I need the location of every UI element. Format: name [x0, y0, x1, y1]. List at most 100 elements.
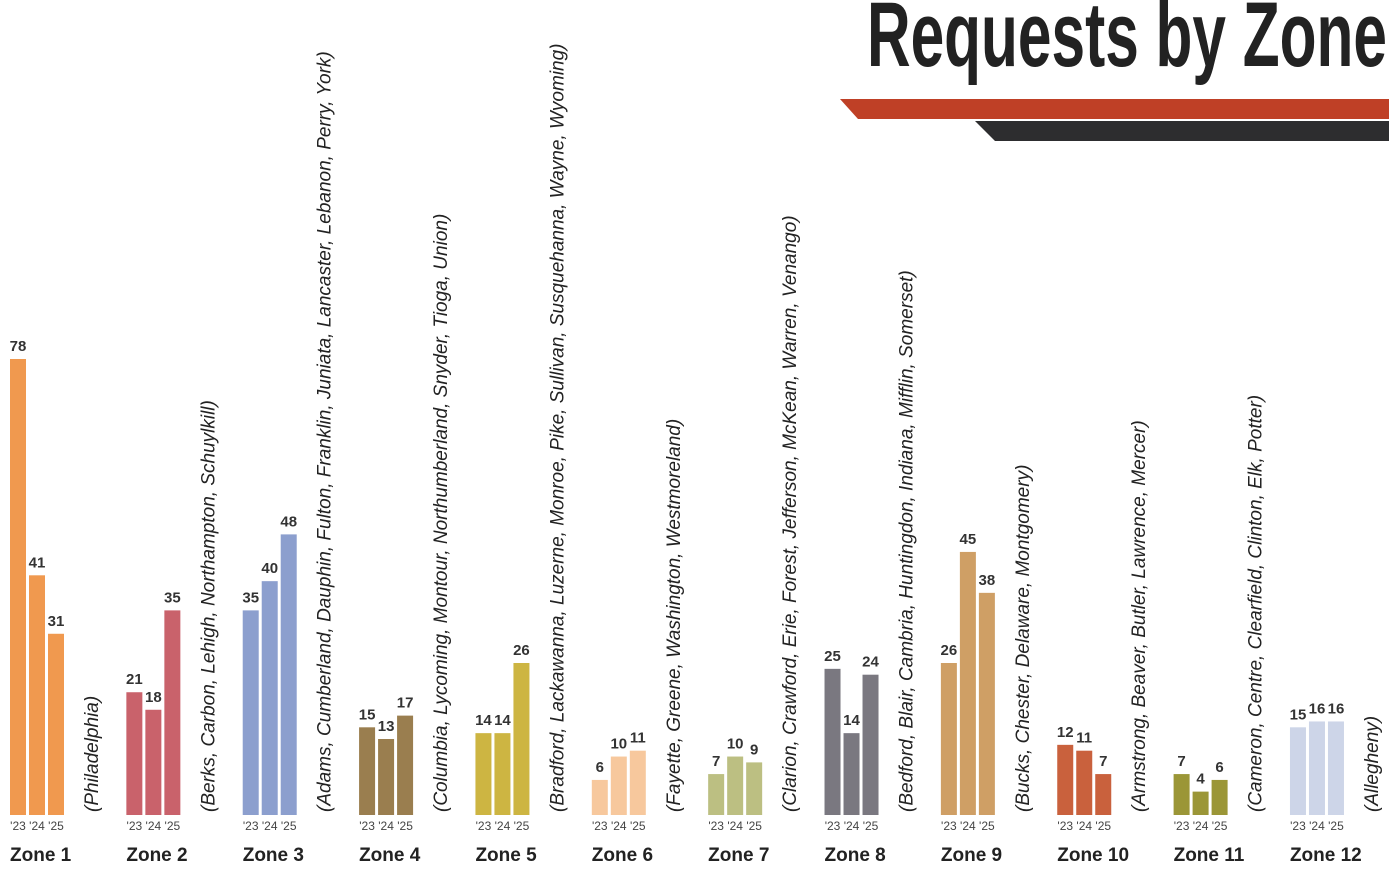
- value-label: 13: [378, 718, 395, 735]
- bar: [708, 774, 725, 815]
- county-list: (Clarion, Crawford, Erie, Forest, Jeffer…: [780, 215, 801, 812]
- value-label: 9: [750, 741, 758, 758]
- year-label: '23: [1057, 819, 1073, 833]
- bar: [824, 668, 841, 815]
- year-label: '23: [941, 819, 957, 833]
- value-label: 11: [630, 730, 646, 747]
- value-label: 48: [280, 513, 297, 530]
- value-label: 7: [1177, 753, 1185, 770]
- value-label: 10: [727, 736, 744, 753]
- value-label: 41: [29, 554, 46, 571]
- bar: [1076, 750, 1093, 815]
- value-label: 7: [1099, 753, 1107, 770]
- value-label: 40: [261, 560, 278, 577]
- zone-label: Zone 12: [1290, 845, 1362, 866]
- value-label: 10: [610, 736, 627, 753]
- value-label: 26: [941, 642, 958, 659]
- bar: [1095, 774, 1112, 815]
- value-label: 12: [1057, 724, 1074, 741]
- zone-label: Zone 7: [708, 845, 769, 866]
- county-list: (Bucks, Chester, Delaware, Montgomery): [1013, 465, 1034, 812]
- year-label: '25: [863, 819, 879, 833]
- zone-label: Zone 4: [359, 845, 421, 866]
- year-label: '23: [1290, 819, 1306, 833]
- bar: [1211, 779, 1228, 815]
- bar: [513, 663, 530, 815]
- year-label: '23: [243, 819, 259, 833]
- year-label: '23: [359, 819, 375, 833]
- year-label: '24: [262, 819, 278, 833]
- county-list: (Allegheny): [1362, 716, 1383, 812]
- bar: [280, 534, 297, 815]
- zone-label: Zone 2: [126, 845, 187, 866]
- zone-label: Zone 3: [243, 845, 304, 866]
- zone-label: Zone 1: [10, 845, 72, 866]
- year-label: '24: [1076, 819, 1092, 833]
- bar: [746, 762, 763, 815]
- year-label: '24: [146, 819, 162, 833]
- value-label: 18: [145, 689, 162, 706]
- year-label: '24: [727, 819, 743, 833]
- bar: [978, 592, 995, 815]
- bar: [940, 663, 957, 815]
- value-label: 15: [359, 706, 376, 723]
- value-label: 21: [126, 671, 143, 688]
- bar: [1327, 721, 1344, 815]
- bar: [1057, 744, 1074, 815]
- year-label: '25: [165, 819, 181, 833]
- chart-title: Requests by Zone: [867, 0, 1387, 86]
- year-label: '25: [281, 819, 297, 833]
- year-label: '25: [1212, 819, 1228, 833]
- bar: [610, 756, 627, 815]
- bar: [843, 733, 860, 815]
- value-label: 45: [960, 531, 977, 548]
- zone-label: Zone 8: [825, 845, 886, 866]
- county-list: (Bedford, Blair, Cambria, Huntingdon, In…: [897, 270, 918, 812]
- year-label: '23: [127, 819, 143, 833]
- year-label: '23: [825, 819, 841, 833]
- year-label: '24: [495, 819, 511, 833]
- value-label: 4: [1196, 771, 1205, 788]
- bar: [164, 610, 181, 815]
- value-label: 16: [1328, 700, 1345, 717]
- value-label: 14: [494, 712, 511, 729]
- bar: [475, 733, 492, 815]
- year-label: '24: [1193, 819, 1209, 833]
- year-label: '25: [397, 819, 413, 833]
- zone-label: Zone 10: [1057, 845, 1129, 866]
- bar: [126, 692, 143, 815]
- bar: [145, 709, 162, 815]
- year-label: '23: [476, 819, 492, 833]
- year-label: '24: [1309, 819, 1325, 833]
- year-label: '24: [960, 819, 976, 833]
- year-label: '24: [378, 819, 394, 833]
- bar: [261, 581, 278, 815]
- value-label: 11: [1076, 730, 1092, 747]
- bar: [1289, 727, 1306, 815]
- decor-stripe: [975, 121, 1389, 141]
- bar: [29, 575, 45, 815]
- year-label: '25: [746, 819, 762, 833]
- year-label: '25: [1095, 819, 1111, 833]
- year-label: '25: [630, 819, 646, 833]
- value-label: 16: [1309, 700, 1326, 717]
- county-list: (Columbia, Lycoming, Montour, Northumber…: [431, 214, 452, 812]
- value-label: 26: [513, 642, 530, 659]
- zone-label: Zone 11: [1174, 845, 1245, 866]
- value-label: 14: [475, 712, 492, 729]
- year-label: '23: [1174, 819, 1190, 833]
- year-label: '25: [979, 819, 995, 833]
- bar: [10, 359, 26, 815]
- bar: [48, 633, 64, 815]
- bar: [378, 739, 395, 815]
- value-label: 14: [843, 712, 860, 729]
- bar: [494, 733, 511, 815]
- zone-label: Zone 9: [941, 845, 1002, 866]
- value-label: 35: [242, 589, 259, 606]
- year-label: '24: [844, 819, 860, 833]
- value-label: 35: [164, 589, 181, 606]
- zone-label: Zone 5: [475, 845, 537, 866]
- bar: [359, 727, 376, 815]
- value-label: 31: [48, 613, 65, 630]
- value-label: 78: [10, 338, 27, 355]
